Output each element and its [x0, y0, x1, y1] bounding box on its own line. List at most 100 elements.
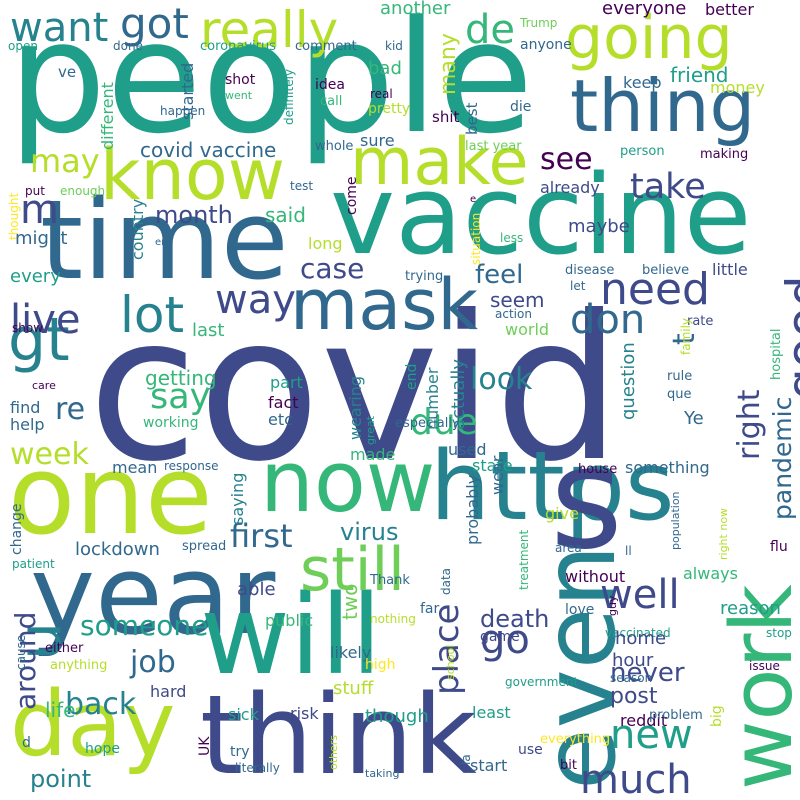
word-likely: likely	[330, 643, 372, 662]
word-want: want	[10, 5, 109, 51]
word-data: data	[439, 567, 453, 595]
word-situation: situation	[469, 212, 483, 265]
word-long: long	[308, 234, 343, 253]
word-re: re	[55, 392, 86, 427]
word-able: able	[237, 579, 276, 600]
word-job: job	[130, 645, 176, 680]
word-open: open	[8, 39, 38, 53]
word-de: de	[465, 7, 515, 53]
word-great: great	[364, 415, 377, 445]
word-guy: guy	[606, 595, 619, 616]
word-hospital: hospital	[769, 328, 784, 380]
word-die: die	[510, 99, 532, 115]
word-already: already	[540, 178, 600, 197]
word-comment: comment	[295, 39, 357, 54]
word-friend: friend	[670, 63, 729, 87]
word-right-now: right now	[717, 507, 730, 560]
word-response: response	[164, 459, 219, 473]
word-still: still	[300, 535, 405, 605]
word-patient: patient	[12, 557, 55, 571]
word-way: way	[215, 277, 296, 323]
word-state: state	[472, 456, 513, 475]
word-case: case	[300, 252, 365, 285]
word-done: done	[113, 39, 143, 53]
word-question: question	[618, 342, 639, 420]
word-much: much	[580, 757, 692, 800]
word-trying: trying	[405, 269, 444, 284]
word-though: though	[365, 706, 429, 727]
word-stuff: stuff	[333, 678, 374, 699]
word-school: school	[444, 644, 457, 680]
word-best: best	[463, 102, 481, 135]
word-anyone: anyone	[520, 37, 572, 53]
word-part: part	[270, 373, 303, 392]
word-another: another	[380, 0, 451, 19]
word-everything: everything	[540, 732, 611, 747]
word-really: really	[200, 1, 339, 59]
word-happen: happen	[160, 104, 206, 118]
word-know: know	[100, 134, 285, 216]
word-feel: feel	[475, 260, 524, 290]
word-gt: gt	[8, 305, 70, 375]
word-far: far	[420, 601, 440, 617]
word-definitely: definitely	[282, 68, 296, 125]
word-week: week	[10, 437, 89, 472]
word-public: public	[265, 611, 314, 630]
word-now: now	[260, 433, 436, 532]
word-people: people	[8, 0, 534, 168]
word-bit: bit	[560, 758, 577, 773]
word-person: person	[620, 144, 665, 159]
word-maybe: maybe	[568, 216, 630, 237]
word-better: better	[705, 0, 754, 19]
word-call: call	[320, 94, 343, 109]
word-make: make	[350, 125, 529, 200]
word-saying: saying	[228, 472, 247, 525]
word-kid: kid	[385, 39, 403, 53]
word-one: one	[8, 431, 213, 559]
word-vaccinated: vaccinated	[605, 626, 671, 640]
word-help: help	[10, 415, 45, 434]
word-something: something	[625, 458, 710, 477]
word-every: every	[10, 266, 61, 287]
word-back: back	[65, 687, 137, 722]
word-literally: literally	[235, 761, 280, 775]
word-covid-vaccine: covid vaccine	[140, 138, 277, 162]
word-en: en	[155, 237, 168, 248]
word-government: government	[505, 675, 579, 689]
word-try: try	[230, 744, 250, 760]
word-ve: ve	[58, 63, 77, 81]
word-taking: taking	[365, 767, 400, 780]
word-don: don	[570, 297, 646, 343]
word-year: year	[30, 531, 276, 659]
word-making: making	[700, 147, 749, 162]
word-either: either	[45, 641, 84, 656]
word-right: right	[732, 389, 767, 461]
word-death: death	[480, 605, 550, 633]
word-hope: hope	[85, 741, 120, 757]
word-take: take	[630, 167, 706, 207]
word-put: put	[25, 184, 45, 198]
word-look: look	[470, 362, 533, 397]
word-s: s	[550, 418, 623, 581]
word-high: high	[365, 657, 396, 673]
word-need: need	[600, 264, 710, 315]
word-spread: spread	[182, 539, 227, 554]
word-first: first	[230, 517, 293, 555]
word-new: new	[610, 712, 693, 758]
word-ye: Ye	[684, 408, 704, 429]
word-sure: sure	[360, 131, 395, 150]
word-pandemic: pandemic	[768, 396, 797, 520]
word-que: que	[667, 387, 692, 402]
word-risk: risk	[290, 704, 319, 723]
word-going: going	[565, 3, 733, 73]
word-real: real	[370, 87, 393, 101]
word-https: https	[430, 432, 675, 542]
word-two: two	[338, 583, 362, 620]
word-coronavirus: coronavirus	[200, 39, 276, 54]
word-issue: issue	[749, 659, 780, 673]
word-virus: virus	[340, 518, 399, 546]
word-fact: fact	[268, 393, 299, 412]
word-never: never	[610, 658, 685, 688]
word-hard: hard	[150, 682, 187, 701]
